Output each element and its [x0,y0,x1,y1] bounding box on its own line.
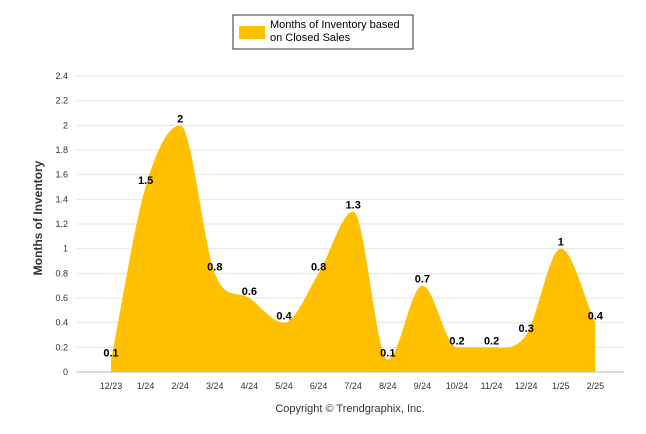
y-tick-label: 2 [63,120,68,130]
data-label: 0.1 [380,348,395,360]
data-label: 0.2 [484,335,499,347]
x-tick-label: 12/24 [515,381,538,391]
y-tick-label: 2.4 [55,71,68,81]
data-label: 1.5 [138,175,153,187]
y-tick-label: 1.4 [55,194,68,204]
data-label: 0.6 [242,286,257,298]
y-axis-title: Months of Inventory [31,160,45,275]
data-label: 2 [177,113,183,125]
data-label: 1.3 [346,200,361,212]
x-tick-label: 1/25 [552,381,570,391]
y-tick-label: 1.8 [55,145,68,155]
y-tick-label: 0.8 [55,268,68,278]
x-tick-label: 9/24 [414,381,432,391]
x-tick-label: 8/24 [379,381,397,391]
y-tick-label: 0.6 [55,293,68,303]
y-tick-label: 1 [63,244,68,254]
data-label: 0.8 [311,261,326,273]
x-axis-ticks: 12/23 1/24 2/24 3/24 4/24 5/24 6/24 7/24 8/24 9/2… [100,381,604,391]
legend-label-line-2: on Closed Sales [270,32,351,44]
legend-label-line-1: Months of Inventory based [270,19,400,31]
x-tick-label: 12/23 [100,381,123,391]
data-labels: 0.1 1.5 2 0.8 0.6 0.4 0.8 1.3 0.1 0.7 0.2 0.2 0.3 1 0.… [103,113,604,359]
x-tick-label: 2/24 [171,381,189,391]
copyright-footer: Copyright © Trendgraphix, Inc. [275,403,424,415]
x-tick-label: 11/24 [481,381,503,391]
data-label: 0.7 [415,274,430,286]
x-tick-label: 4/24 [241,381,259,391]
y-tick-label: 0.2 [55,342,68,352]
y-tick-label: 1.6 [55,170,68,180]
x-tick-label: 10/24 [446,381,469,391]
x-tick-label: 7/24 [344,381,362,391]
data-label: 0.8 [207,261,222,273]
data-label: 0.3 [519,323,534,335]
x-tick-label: 3/24 [206,381,224,391]
data-label: 1 [558,237,564,249]
y-tick-label: 1.2 [55,219,68,229]
data-label: 0.1 [103,348,118,360]
data-label: 0.4 [276,311,292,323]
y-tick-label: 2.2 [55,96,68,106]
x-tick-label: 2/25 [587,381,605,391]
data-label: 0.2 [449,335,464,347]
y-axis-ticks: 0 0.2 0.4 0.6 0.8 1 1.2 1.4 1.6 1.8 2 2.2 2.4 [55,71,68,377]
y-tick-label: 0.4 [55,318,68,328]
y-tick-label: 0 [63,367,68,377]
data-label: 0.4 [588,311,604,323]
x-tick-label: 1/24 [137,381,155,391]
area-series [111,125,596,372]
x-tick-label: 5/24 [275,381,293,391]
legend-swatch [239,26,265,39]
legend: Months of Inventory based on Closed Sale… [232,14,414,50]
x-tick-label: 6/24 [310,381,328,391]
